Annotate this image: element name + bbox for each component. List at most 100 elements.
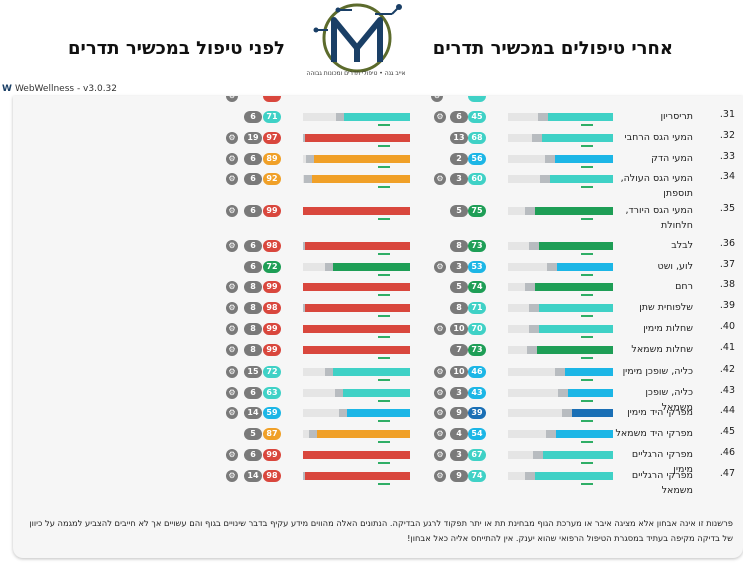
before-norm-marker	[378, 483, 390, 485]
organ-row[interactable]: 39. שלפוחית שתן 71 8 98 8 ⚙	[13, 300, 743, 328]
before-count-badge: 6	[244, 173, 262, 185]
organ-row[interactable]: 42. כליה, שופכן מימין 46 10 ⚙ 72 15 ⚙	[13, 364, 743, 392]
settings-icon[interactable]: ⚙	[434, 428, 446, 440]
organ-row[interactable]: 46. מפרקי הרגליים מימין 67 3 ⚙ 99 6 ⚙	[13, 447, 743, 475]
report-header: לפני טיפול במכשיר תדרים אייב גנה • טיפול…	[0, 0, 743, 95]
organ-name: רחם	[675, 281, 693, 292]
before-bar	[303, 155, 410, 163]
before-count-badge: 14	[244, 407, 262, 419]
organ-row[interactable]: 38. רחם 74 5 99 8 ⚙	[13, 279, 743, 307]
row-number: 45.	[719, 426, 735, 437]
settings-icon[interactable]: ⚙	[226, 407, 238, 419]
before-value-badge: 98	[263, 470, 281, 482]
before-count-badge: 8	[244, 344, 262, 356]
after-bar-fill	[539, 242, 613, 250]
after-bar-fill	[537, 346, 613, 354]
settings-icon[interactable]: ⚙	[226, 240, 238, 252]
after-value-badge: 46	[468, 366, 486, 378]
after-bar-fill	[535, 207, 613, 215]
row-number: 43.	[719, 385, 735, 396]
before-bar-fill	[312, 175, 410, 183]
after-value-badge: 73	[468, 240, 486, 252]
settings-icon[interactable]: ⚙	[226, 302, 238, 314]
before-count-badge: 8	[244, 323, 262, 335]
after-count-badge: 13	[450, 132, 468, 144]
settings-icon[interactable]: ⚙	[226, 323, 238, 335]
row-number: 31.	[719, 109, 735, 120]
settings-icon[interactable]: ⚙	[226, 205, 238, 217]
after-bar-range	[558, 389, 568, 397]
after-count-badge: 8	[450, 302, 468, 314]
settings-icon[interactable]: ⚙	[434, 407, 446, 419]
after-bar	[508, 346, 613, 354]
settings-icon[interactable]: ⚙	[434, 173, 446, 185]
organ-name: המעי הגס הרחבי	[624, 132, 693, 143]
before-bar	[303, 389, 410, 397]
before-norm-marker	[378, 315, 390, 317]
row-number: 44.	[719, 405, 735, 416]
after-bar-range	[538, 113, 548, 121]
organ-row[interactable]: 44. מפרקי היד מימין 39 9 ⚙ 59 14 ⚙	[13, 405, 743, 433]
before-norm-marker	[378, 218, 390, 220]
value-badge	[468, 96, 486, 102]
before-bar-fill	[303, 346, 410, 354]
organ-row[interactable]: 43. כליה, שופכן משמאל 43 3 ⚙ 63 6 ⚙	[13, 385, 743, 413]
organ-row[interactable]: 34. המעי הגס העולה, תוספתן 60 3 ⚙ 92 6 ⚙	[13, 171, 743, 199]
settings-icon[interactable]: ⚙	[434, 261, 446, 273]
settings-icon[interactable]: ⚙	[434, 323, 446, 335]
row-number: 39.	[719, 300, 735, 311]
row-number: 42.	[719, 364, 735, 375]
organ-row[interactable]: 41. שחלות משמאל 73 7 99 8 ⚙	[13, 342, 743, 370]
settings-icon[interactable]: ⚙	[226, 449, 238, 461]
after-bar-fill	[550, 175, 613, 183]
after-norm-marker	[581, 336, 593, 338]
organ-row[interactable]: 32. המעי הגס הרחבי 68 13 97 19 ⚙	[13, 130, 743, 158]
after-count-badge: 3	[450, 173, 468, 185]
settings-icon[interactable]: ⚙	[226, 153, 238, 165]
organ-row[interactable]: 35. המעי הגס היורד, חלחולת 75 5 99 6 ⚙	[13, 203, 743, 231]
settings-icon[interactable]: ⚙	[226, 132, 238, 144]
title-before: לפני טיפול במכשיר תדרים	[68, 38, 285, 59]
organ-name: שלפוחית שתן	[639, 302, 693, 313]
before-norm-marker	[378, 420, 390, 422]
settings-icon[interactable]: ⚙	[434, 111, 446, 123]
before-count-badge: 8	[244, 281, 262, 293]
settings-icon[interactable]: ⚙	[226, 344, 238, 356]
organ-row[interactable]: 31. תריסריון 45 6 ⚙ 71 6	[13, 109, 743, 137]
before-bar-range	[309, 430, 317, 438]
after-norm-marker	[581, 483, 593, 485]
organ-row[interactable]: 33. המעי הדק 56 2 89 6 ⚙	[13, 151, 743, 179]
settings-icon[interactable]: ⚙	[434, 387, 446, 399]
organ-row[interactable]: 36. לבלב 73 8 98 6 ⚙	[13, 238, 743, 266]
after-value-badge: 71	[468, 302, 486, 314]
before-bar	[303, 346, 410, 354]
after-bar-range	[533, 451, 543, 459]
before-count-badge: 6	[244, 449, 262, 461]
before-count-badge: 6	[244, 153, 262, 165]
settings-icon[interactable]: ⚙	[226, 387, 238, 399]
settings-icon[interactable]: ⚙	[434, 449, 446, 461]
organ-row[interactable]: 45. מפרקי היד משמאל 54 4 ⚙ 87 5	[13, 426, 743, 454]
settings-icon[interactable]: ⚙	[226, 281, 238, 293]
settings-icon[interactable]: ⚙	[434, 470, 446, 482]
after-bar-range	[540, 175, 550, 183]
organ-row[interactable]: 37. לוע, ושט 53 3 ⚙ 72 6	[13, 259, 743, 287]
after-bar-fill	[565, 368, 613, 376]
before-bar	[303, 430, 410, 438]
before-norm-marker	[378, 186, 390, 188]
organ-row[interactable]: 47. מפרקי הרגליים משמאל 74 9 ⚙ 98 14 ⚙	[13, 468, 743, 496]
after-norm-marker	[581, 441, 593, 443]
organ-row[interactable]: 40. שחלות מימין 70 10 ⚙ 99 8 ⚙	[13, 321, 743, 349]
settings-icon[interactable]: ⚙	[226, 366, 238, 378]
settings-icon[interactable]: ⚙	[226, 470, 238, 482]
settings-icon[interactable]: ⚙	[226, 173, 238, 185]
after-norm-marker	[581, 253, 593, 255]
after-norm-marker	[581, 462, 593, 464]
row-number: 41.	[719, 342, 735, 353]
before-norm-marker	[378, 379, 390, 381]
settings-icon[interactable]: ⚙	[434, 366, 446, 378]
before-norm-marker	[378, 336, 390, 338]
after-bar	[508, 430, 613, 438]
after-norm-marker	[581, 420, 593, 422]
